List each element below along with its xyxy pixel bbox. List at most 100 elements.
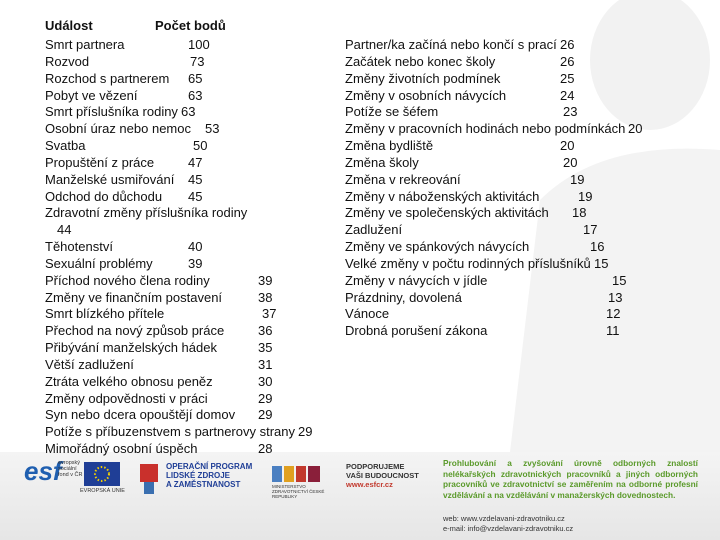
event-points: 19 xyxy=(578,188,593,204)
event-points: 30 xyxy=(258,373,273,389)
esf-sub: evropský sociální fond v ČR xyxy=(58,460,83,478)
header-points: Počet bodů xyxy=(155,18,226,33)
event-name: Změny životních podmínek xyxy=(345,70,501,86)
event-points: 35 xyxy=(258,340,273,356)
event-name: Velké změny v počtu rodinných příslušník… xyxy=(345,255,591,271)
event-points: 73 xyxy=(190,53,205,69)
event-points: 50 xyxy=(193,138,208,154)
event-points: 63 xyxy=(188,87,203,103)
event-points: 65 xyxy=(188,70,203,86)
op-line: OPERAČNÍ PROGRAM xyxy=(166,462,253,471)
event-points: 28 xyxy=(258,441,273,457)
event-points: 13 xyxy=(608,289,623,305)
support-line: PODPORUJEME xyxy=(346,462,405,471)
event-points: 100 xyxy=(188,37,210,52)
event-name: Přibývání manželských hádek xyxy=(45,340,217,356)
eu-label: EVROPSKÁ UNIE xyxy=(80,488,125,494)
event-points: 23 xyxy=(563,104,578,120)
support: PODPORUJEME VAŠI BUDOUCNOST www.esfcr.cz xyxy=(346,462,419,489)
op-line: A ZAMĚSTNANOST xyxy=(166,480,241,489)
footer: esf evropský sociální fond v ČR EVROPSKÁ… xyxy=(0,452,720,540)
background-figure xyxy=(510,0,720,452)
event-points: 18 xyxy=(572,205,587,221)
event-points: 20 xyxy=(628,121,643,137)
event-points: 25 xyxy=(560,70,575,86)
event-name: Smrt příslušníka rodiny xyxy=(45,104,178,120)
event-name: Těhotenství xyxy=(45,239,113,255)
event-name: Začátek nebo konec školy xyxy=(345,53,496,69)
event-name: Potíže s příbuzenstvem s partnerovy stra… xyxy=(45,424,295,440)
event-points: 47 xyxy=(188,154,203,170)
support-line: www.esfcr.cz xyxy=(346,480,393,489)
eu-flag xyxy=(84,462,120,486)
esf-logo: esf xyxy=(24,456,62,486)
event-name: Větší zadlužení xyxy=(45,356,134,372)
event-name: Svatba xyxy=(45,138,86,154)
event-points: 37 xyxy=(262,306,277,322)
event-name: Změny odpovědnosti v práci xyxy=(45,390,208,406)
event-points: 11 xyxy=(606,323,620,339)
event-name: Pobyt ve vězení xyxy=(45,87,138,103)
event-name: Změny ve spánkových návycích xyxy=(345,239,530,255)
ministry: MINISTERSTVO ZDRAVOTNICTVÍ ČESKÉ REPUBLI… xyxy=(272,484,325,499)
event-points: 16 xyxy=(590,239,605,255)
event-points: 38 xyxy=(258,289,273,305)
web: web: www.vzdelavani-zdravotniku.cz xyxy=(443,514,565,523)
event-name: Sexuální problémy xyxy=(45,255,153,271)
event-name: Zadlužení xyxy=(345,222,403,238)
project-text: Prohlubování a zvyšování úrovně odbornýc… xyxy=(443,458,698,500)
event-name: Změna školy xyxy=(345,154,419,170)
event-points: 40 xyxy=(188,239,203,255)
event-name: Změny ve společenských aktivitách xyxy=(345,205,549,221)
event-points: 24 xyxy=(560,87,575,103)
event-name: Změny v návycích v jídle xyxy=(345,272,488,288)
event-points: 36 xyxy=(258,323,273,339)
op-label: OPERAČNÍ PROGRAM LIDSKÉ ZDROJE A ZAMĚSTN… xyxy=(166,462,252,489)
event-name: Smrt partnera xyxy=(45,37,125,52)
email: e-mail: info@vzdelavani-zdravotniku.cz xyxy=(443,524,574,533)
event-name: Změny v osobních návycích xyxy=(345,87,507,103)
event-points: 15 xyxy=(612,272,627,288)
event-name: Propuštění z práce xyxy=(45,154,155,170)
event-name: Změny v náboženských aktivitách xyxy=(345,188,540,204)
logos xyxy=(84,462,320,494)
event-name: Změna bydliště xyxy=(345,138,434,154)
event-name: Manželské usmiřování xyxy=(45,171,175,187)
event-name: Osobní úraz nebo nemoc xyxy=(45,121,191,137)
support-line: VAŠI BUDOUCNOST xyxy=(346,471,419,480)
event-points: 29 xyxy=(298,424,313,440)
event-points: 53 xyxy=(205,121,220,137)
event-points: 29 xyxy=(258,390,273,406)
event-points: 63 xyxy=(181,104,196,120)
event-name: Příchod nového člena rodiny xyxy=(45,272,210,288)
event-name: Partner/ka začíná nebo končí s prací xyxy=(345,37,557,52)
event-name: Změny ve finančním postavení xyxy=(45,289,223,305)
event-name: Odchod do důchodu xyxy=(45,188,163,204)
event-name: Přechod na nový způsob práce xyxy=(45,323,225,339)
event-points: 12 xyxy=(606,306,621,322)
event-name: Smrt blízkého přítele xyxy=(45,306,165,322)
event-name: Změna v rekreování xyxy=(345,171,461,187)
event-name: Syn nebo dcera opouštějí domov xyxy=(45,407,236,423)
event-name: Vánoce xyxy=(345,306,390,322)
event-points: 20 xyxy=(563,154,578,170)
header-event: Událost xyxy=(45,18,93,33)
event-points: 31 xyxy=(258,356,273,372)
event-points: 45 xyxy=(188,171,203,187)
event-points: 29 xyxy=(258,407,273,423)
event-points: 26 xyxy=(560,37,575,52)
event-name: Drobná porušení zákona xyxy=(345,323,488,339)
event-points: 39 xyxy=(188,255,203,271)
event-name: Zdravotní změny příslušníka rodiny xyxy=(45,205,248,221)
event-points: 44 xyxy=(57,222,72,238)
event-points: 26 xyxy=(560,53,575,69)
op-line: LIDSKÉ ZDROJE xyxy=(166,471,231,480)
event-name: Potíže se šéfem xyxy=(345,104,439,120)
event-points: 20 xyxy=(560,138,575,154)
event-points: 45 xyxy=(188,188,203,204)
event-points: 39 xyxy=(258,272,273,288)
event-name: Mimořádný osobní úspěch xyxy=(45,441,198,457)
event-points: 17 xyxy=(583,222,598,238)
event-name: Změny v pracovních hodinách nebo podmínk… xyxy=(345,121,626,137)
